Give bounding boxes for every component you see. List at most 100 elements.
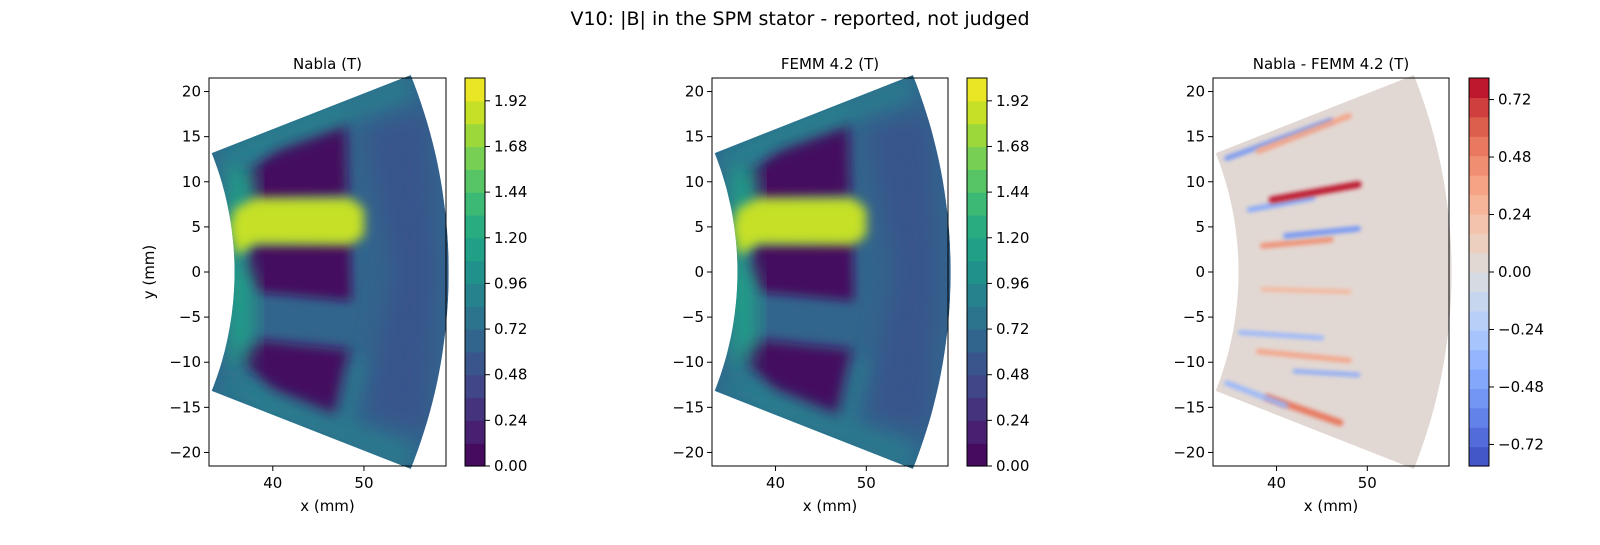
colorbar-level — [465, 169, 485, 193]
region-diff-band-3-lower — [1260, 236, 1334, 249]
field-map — [211, 75, 449, 469]
panel-title: Nabla (T) — [293, 55, 362, 73]
colorbar-level — [1469, 116, 1489, 137]
panel-title: Nabla - FEMM 4.2 (T) — [1253, 55, 1410, 73]
colorbar-tick-label: 0.96 — [494, 274, 527, 292]
region-lower-slot — [743, 339, 853, 419]
y-tick-label: 10 — [685, 173, 704, 191]
colorbar-level — [967, 351, 987, 376]
field-map — [714, 75, 951, 469]
colorbar-level — [967, 283, 987, 307]
colorbar-tick-label: 0.72 — [1498, 91, 1531, 109]
colorbar-level — [465, 146, 485, 170]
colorbar-tick-label: 0.72 — [996, 320, 1029, 338]
region-stator-background — [1215, 75, 1452, 469]
y-tick-label: 10 — [1186, 173, 1205, 191]
x-tick-label: 50 — [1358, 474, 1377, 492]
colorbar-level — [967, 146, 987, 170]
y-tick-label: −15 — [672, 398, 704, 416]
colorbar-level — [967, 420, 987, 444]
y-tick-label: 15 — [182, 128, 201, 146]
colorbar-tick-label: 0.96 — [996, 274, 1029, 292]
region-diff-band-4-upper — [1260, 287, 1352, 294]
region-diff-band-2-lower — [1246, 195, 1316, 213]
colorbar-level — [465, 192, 485, 216]
colorbar-level — [465, 420, 485, 444]
y-tick-label: 15 — [1186, 128, 1205, 146]
y-tick-label: −10 — [1173, 353, 1205, 371]
colorbar-level — [465, 237, 485, 262]
colorbar-level — [465, 260, 485, 285]
colorbar-tick-label: 0.24 — [996, 411, 1029, 429]
x-tick-label: 40 — [1267, 474, 1286, 492]
panel-3: Nabla - FEMM 4.2 (T)40 5020151050−5−10−15… — [1173, 55, 1544, 515]
region-lower-slot — [240, 339, 351, 419]
colorbar-tick-label: 1.92 — [494, 92, 527, 110]
region-diff-band-3-upper — [1282, 225, 1361, 239]
x-tick-label: 40 — [263, 474, 282, 492]
y-tick-label: 5 — [694, 218, 704, 236]
field-map — [1215, 75, 1452, 469]
colorbar-tick-label: 1.68 — [996, 137, 1029, 155]
y-tick-label: −10 — [672, 353, 704, 371]
colorbar-level — [1469, 213, 1489, 234]
colorbar-level — [967, 100, 987, 125]
colorbar-tick-label: −0.24 — [1498, 320, 1544, 338]
colorbar-level — [967, 329, 987, 353]
y-tick-label: 0 — [694, 263, 704, 281]
region-outer-back-iron — [364, 109, 437, 435]
region-tooth — [732, 198, 867, 256]
region-diff-band-1-lower — [1224, 117, 1334, 161]
region-diff-band-4-lower — [1237, 330, 1325, 341]
colorbar-level — [1469, 252, 1489, 273]
colorbar-level — [465, 123, 485, 148]
colorbar-level — [967, 237, 987, 262]
colorbar: −0.72 −0.48 −0.24 0.00 0.24 0.48 0.72 — [1468, 77, 1544, 467]
colorbar-tick-label: 1.20 — [494, 229, 527, 247]
colorbar-tick-label: 0.24 — [1498, 206, 1531, 224]
region-diff-band-6-upper — [1224, 380, 1289, 409]
colorbar-level — [1469, 291, 1489, 312]
y-tick-label: −20 — [169, 443, 201, 461]
colorbar-level — [967, 123, 987, 148]
colorbar-level — [1469, 233, 1489, 254]
colorbar-level — [465, 329, 485, 353]
colorbar-tick-label: 0.72 — [494, 320, 527, 338]
y-tick-label: 0 — [191, 263, 201, 281]
colorbar-level — [967, 260, 987, 285]
region-diff-band-2-upper — [1268, 181, 1362, 204]
colorbar-level — [465, 351, 485, 376]
y-tick-label: 20 — [182, 83, 201, 101]
colorbar-tick-label: 0.48 — [996, 366, 1029, 384]
colorbar-level — [1469, 78, 1489, 98]
colorbar-level — [1469, 446, 1489, 467]
colorbar-tick-label: 0.00 — [1498, 263, 1531, 281]
region-lower-boundary — [716, 378, 914, 469]
region-diff-band-5-lower — [1255, 348, 1352, 363]
colorbar-tick-label: 1.92 — [996, 92, 1029, 110]
region-tooth — [229, 198, 364, 256]
y-tick-label: 5 — [191, 218, 201, 236]
region-upper-boundary — [213, 75, 412, 166]
colorbar-tick-label: −0.72 — [1498, 435, 1544, 453]
colorbar-tick-label: 0.00 — [996, 457, 1029, 475]
figure-title: V10: |B| in the SPM stator - reported, n… — [570, 8, 1029, 30]
x-axis-label: x (mm) — [803, 497, 858, 515]
x-axis-label: x (mm) — [1304, 497, 1359, 515]
colorbar-level — [1469, 272, 1489, 292]
y-tick-label: 0 — [1195, 263, 1205, 281]
region-upper-boundary — [716, 75, 914, 166]
colorbar-level — [1469, 136, 1489, 157]
colorbar-level — [465, 214, 485, 239]
y-tick-label: −5 — [1183, 308, 1205, 326]
colorbar-level — [1469, 407, 1489, 428]
region-diff-band-5-upper — [1292, 369, 1361, 377]
colorbar-tick-label: −0.48 — [1498, 378, 1544, 396]
region-lower-boundary — [213, 378, 412, 469]
colorbar-tick-label: 1.20 — [996, 229, 1029, 247]
colorbar-level — [465, 374, 485, 399]
region-middle-slot — [748, 241, 854, 301]
colorbar-level — [1469, 330, 1489, 351]
colorbar-level — [1469, 388, 1489, 409]
